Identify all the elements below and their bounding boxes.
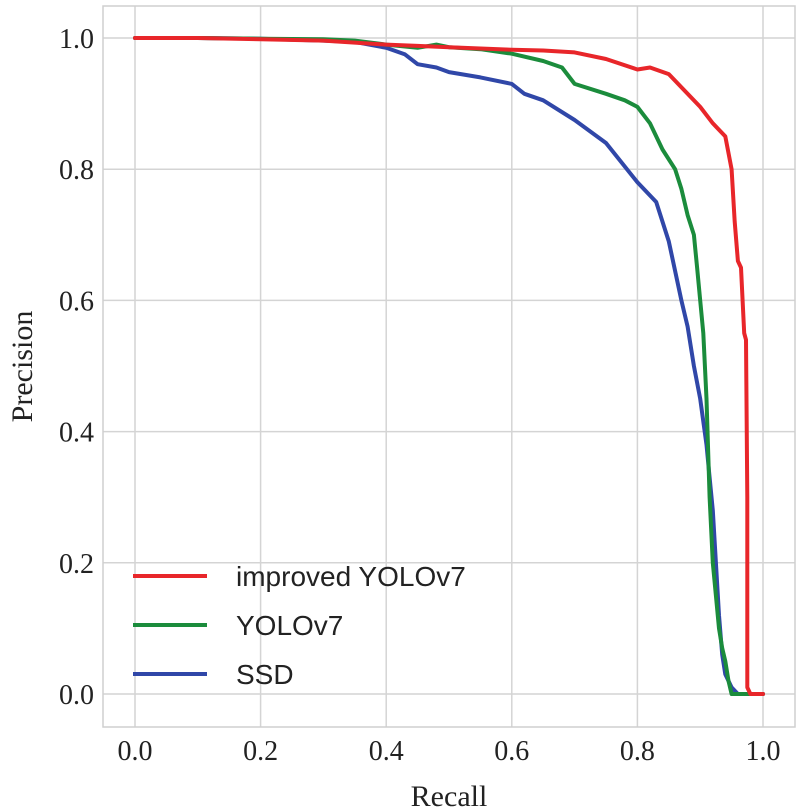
y-tick-label: 0.2 bbox=[59, 549, 94, 580]
x-tick-label: 0.4 bbox=[369, 736, 404, 767]
y-tick-label: 0.0 bbox=[59, 680, 94, 711]
x-tick-label: 0.2 bbox=[243, 736, 278, 767]
legend: improved YOLOv7 YOLOv7 SSD bbox=[133, 561, 466, 690]
series-lines bbox=[133, 36, 765, 696]
x-axis-title: Recall bbox=[411, 780, 488, 812]
x-tick-label: 1.0 bbox=[746, 736, 781, 767]
legend-label-ssd: SSD bbox=[236, 659, 294, 690]
legend-label-yolov7: YOLOv7 bbox=[236, 610, 343, 641]
y-tick-label: 1.0 bbox=[59, 24, 94, 55]
y-tick-label: 0.8 bbox=[59, 155, 94, 186]
x-tick-label: 0.8 bbox=[620, 736, 655, 767]
series-line-improved-yolov7 bbox=[133, 36, 765, 696]
x-tick-label: 0.6 bbox=[494, 736, 529, 767]
tick-labels: 0.0 0.2 0.4 0.6 0.8 1.0 0.0 0.2 0.4 0.6 0.8 1.0 bbox=[59, 24, 781, 767]
y-tick-label: 0.4 bbox=[59, 418, 94, 449]
y-tick-label: 0.6 bbox=[59, 286, 94, 317]
y-axis-title: Precision bbox=[6, 311, 39, 423]
x-tick-label: 0.0 bbox=[118, 736, 153, 767]
legend-label-improved-yolov7: improved YOLOv7 bbox=[236, 561, 466, 592]
plot-frame bbox=[102, 5, 796, 728]
